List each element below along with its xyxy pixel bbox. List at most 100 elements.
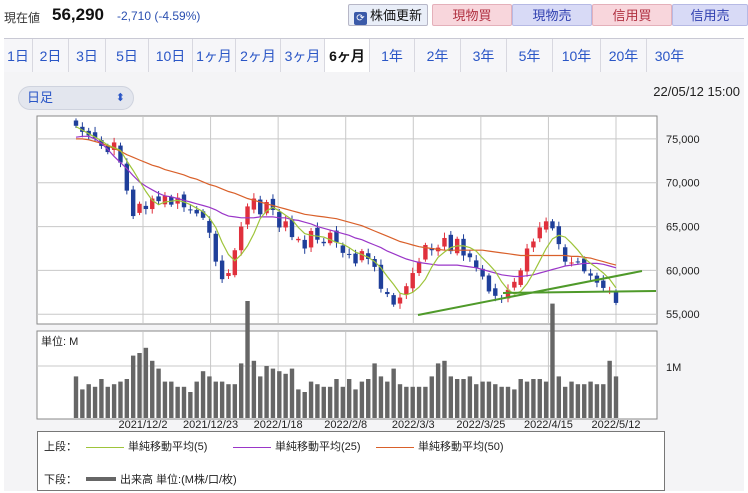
candle-body xyxy=(302,239,307,249)
ma50-swatch xyxy=(376,446,414,448)
candle-body xyxy=(130,189,136,217)
candle-body xyxy=(238,226,244,251)
candle-body xyxy=(569,262,574,264)
x-tick-label: 2022/3/25 xyxy=(456,419,505,431)
y-tick-label: 70,000 xyxy=(666,178,700,190)
candle-body xyxy=(613,291,619,303)
volume-bar xyxy=(226,384,231,418)
tab-5d[interactable]: 5日 xyxy=(106,39,149,73)
volume-bar xyxy=(442,360,447,418)
volume-bar xyxy=(385,381,390,418)
candle-body xyxy=(524,248,530,272)
candle-body xyxy=(150,198,155,210)
tab-5y[interactable]: 5年 xyxy=(507,39,553,73)
candle-body xyxy=(404,286,409,295)
volume-bar xyxy=(486,381,492,418)
volume-bar xyxy=(175,386,180,418)
candle-body xyxy=(200,211,206,218)
tab-20y[interactable]: 20年 xyxy=(601,39,647,73)
y-tick-label: 65,000 xyxy=(666,222,700,234)
candle-body xyxy=(258,199,263,215)
candle-body xyxy=(327,232,333,244)
volume-bar xyxy=(99,379,104,418)
tab-1y[interactable]: 1年 xyxy=(370,39,415,73)
margin-buy-button[interactable]: 信用買 xyxy=(592,4,672,26)
volume-bar xyxy=(524,381,530,418)
candle-body xyxy=(385,291,390,295)
candle-body xyxy=(543,221,549,230)
candle-body xyxy=(321,241,326,244)
volume-bar xyxy=(423,386,428,418)
volume-bar xyxy=(404,386,409,418)
volume-bar xyxy=(270,368,276,418)
candle-body xyxy=(582,258,587,272)
tab-1m[interactable]: 1ヶ月 xyxy=(193,39,236,73)
candle-body xyxy=(308,230,314,248)
volume-bar xyxy=(613,376,619,418)
tab-30y[interactable]: 30年 xyxy=(654,48,685,64)
volume-bar xyxy=(366,379,371,418)
volume-bar xyxy=(518,379,523,418)
tab-3y[interactable]: 3年 xyxy=(461,39,507,73)
tab-1d[interactable]: 1日 xyxy=(4,39,33,73)
candle-body xyxy=(467,253,473,258)
volume-bar xyxy=(562,386,568,418)
y-tick-label: 60,000 xyxy=(666,265,700,277)
chart-timestamp: 22/05/12 15:00 xyxy=(653,84,740,99)
tab-3d[interactable]: 3日 xyxy=(69,39,106,73)
volume-bar xyxy=(461,379,466,418)
current-price: 56,290 xyxy=(52,5,104,24)
volume-bar xyxy=(137,353,142,418)
candle-body xyxy=(537,227,542,239)
volume-bar xyxy=(308,381,314,418)
period-select[interactable]: 日足 ⬍ xyxy=(18,86,134,110)
header-bar: 現在値 56,290 -2,710 (-4.59%) ⟳ 株価更新 現物買 現物売… xyxy=(0,0,748,34)
cash-sell-button[interactable]: 現物売 xyxy=(512,4,592,26)
volume-bar xyxy=(601,384,606,418)
volume-bar xyxy=(340,386,346,418)
candle-body xyxy=(391,295,396,305)
candle-body xyxy=(251,198,257,210)
candle-body xyxy=(213,233,218,262)
volume-bar xyxy=(143,347,149,418)
volume-bar xyxy=(169,381,174,418)
candle-body xyxy=(111,142,117,150)
volume-bar xyxy=(480,381,485,418)
tab-10d[interactable]: 10日 xyxy=(149,39,193,73)
tab-3m[interactable]: 3ヶ月 xyxy=(281,39,325,73)
volume-bar xyxy=(156,368,161,418)
candle-body xyxy=(442,237,447,247)
tab-2d[interactable]: 2日 xyxy=(33,39,69,73)
candle-body xyxy=(334,230,339,243)
candle-body xyxy=(410,273,415,289)
margin-sell-button[interactable]: 信用売 xyxy=(672,4,748,26)
candle-body xyxy=(118,145,123,163)
candle-body xyxy=(493,288,498,296)
volume-bar xyxy=(302,392,307,418)
volume-bar xyxy=(150,360,155,418)
candle-body xyxy=(429,248,434,251)
candle-body xyxy=(264,202,269,214)
update-price-button[interactable]: ⟳ 株価更新 xyxy=(348,4,428,26)
volume-bar xyxy=(416,386,422,418)
volume-bar xyxy=(588,381,593,418)
candle-body xyxy=(277,212,282,228)
cash-buy-button[interactable]: 現物買 xyxy=(432,4,512,26)
volume-bar xyxy=(410,386,415,418)
x-tick-label: 2022/5/12 xyxy=(592,419,641,431)
volume-bar xyxy=(397,384,403,418)
volume-bar xyxy=(188,392,193,418)
candle-body xyxy=(73,120,79,126)
legend-ma50: 単純移動平均(50) xyxy=(376,438,504,454)
x-tick-label: 2021/12/2 xyxy=(119,419,168,431)
tab-2m[interactable]: 2ヶ月 xyxy=(236,39,281,73)
tab-2y[interactable]: 2年 xyxy=(415,39,461,73)
volume-bar xyxy=(582,384,587,418)
period-tabs: 1日 2日 3日 5日 10日 1ヶ月 2ヶ月 3ヶ月 6ヶ月 1年 2年 3年… xyxy=(4,38,744,74)
tab-10y[interactable]: 10年 xyxy=(553,39,601,73)
update-price-label: 株価更新 xyxy=(369,8,422,23)
tab-6m[interactable]: 6ヶ月 xyxy=(325,39,370,73)
x-tick-label: 2021/12/23 xyxy=(183,419,238,431)
volume-bar xyxy=(118,381,123,418)
